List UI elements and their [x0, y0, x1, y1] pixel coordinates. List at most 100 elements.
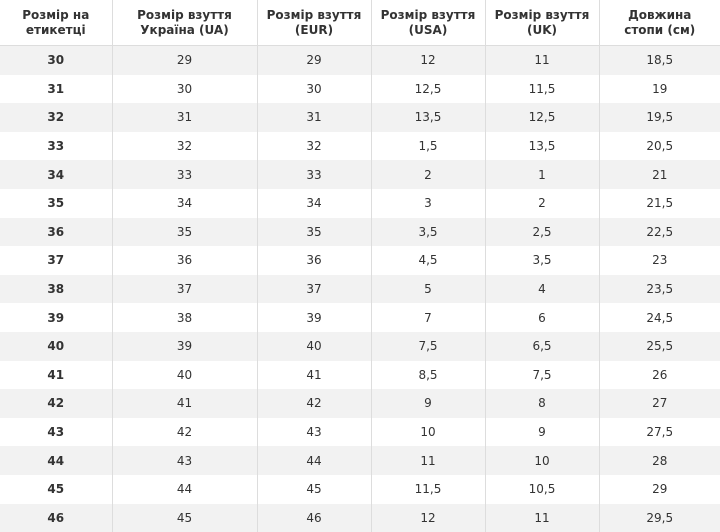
size-cell: 4,5 — [371, 246, 485, 275]
size-cell: 45 — [257, 475, 371, 504]
size-cell: 32 — [112, 132, 257, 161]
size-cell: 46 — [257, 504, 371, 532]
size-cell: 23 — [599, 246, 720, 275]
label-size-cell: 31 — [0, 75, 112, 104]
size-cell: 43 — [112, 446, 257, 475]
size-cell: 34 — [257, 189, 371, 218]
size-cell: 23,5 — [599, 275, 720, 304]
header-cell: Розмір взуття (UK) — [485, 0, 599, 46]
size-cell: 33 — [112, 160, 257, 189]
size-cell: 4 — [485, 275, 599, 304]
label-size-cell: 30 — [0, 46, 112, 75]
size-cell: 40 — [112, 361, 257, 390]
size-cell: 10 — [485, 446, 599, 475]
size-cell: 39 — [257, 303, 371, 332]
size-cell: 24,5 — [599, 303, 720, 332]
size-cell: 3 — [371, 189, 485, 218]
size-cell: 7 — [371, 303, 485, 332]
size-cell: 11,5 — [371, 475, 485, 504]
size-cell: 2 — [371, 160, 485, 189]
size-cell: 39 — [112, 332, 257, 361]
label-size-cell: 40 — [0, 332, 112, 361]
label-size-cell: 45 — [0, 475, 112, 504]
size-cell: 35 — [257, 218, 371, 247]
size-cell: 12,5 — [485, 103, 599, 132]
label-size-cell: 36 — [0, 218, 112, 247]
header-cell: Розмір взуття (USA) — [371, 0, 485, 46]
size-cell: 25,5 — [599, 332, 720, 361]
size-cell: 36 — [257, 246, 371, 275]
size-cell: 6,5 — [485, 332, 599, 361]
header-cell: Довжина стопи (см) — [599, 0, 720, 46]
label-size-cell: 33 — [0, 132, 112, 161]
size-cell: 1 — [485, 160, 599, 189]
size-cell: 5 — [371, 275, 485, 304]
label-size-cell: 35 — [0, 189, 112, 218]
size-cell: 33 — [257, 160, 371, 189]
size-cell: 7,5 — [371, 332, 485, 361]
size-cell: 11,5 — [485, 75, 599, 104]
size-cell: 7,5 — [485, 361, 599, 390]
size-cell: 37 — [257, 275, 371, 304]
size-cell: 37 — [112, 275, 257, 304]
size-cell: 21 — [599, 160, 720, 189]
label-size-cell: 39 — [0, 303, 112, 332]
size-cell: 43 — [257, 418, 371, 447]
size-cell: 29 — [112, 46, 257, 75]
size-cell: 12 — [371, 46, 485, 75]
size-cell: 2 — [485, 189, 599, 218]
label-size-cell: 43 — [0, 418, 112, 447]
label-size-cell: 46 — [0, 504, 112, 532]
size-cell: 44 — [112, 475, 257, 504]
size-cell: 28 — [599, 446, 720, 475]
size-cell: 20,5 — [599, 132, 720, 161]
size-cell: 31 — [257, 103, 371, 132]
label-size-cell: 42 — [0, 389, 112, 418]
header-cell: Розмір на етикетці — [0, 0, 112, 46]
size-cell: 31 — [112, 103, 257, 132]
size-cell: 13,5 — [485, 132, 599, 161]
header-cell: Розмір взуття Україна (UA) — [112, 0, 257, 46]
size-cell: 12,5 — [371, 75, 485, 104]
size-cell: 27 — [599, 389, 720, 418]
header-cell: Розмір взуття (EUR) — [257, 0, 371, 46]
size-cell: 29 — [599, 475, 720, 504]
size-cell: 18,5 — [599, 46, 720, 75]
size-cell: 40 — [257, 332, 371, 361]
label-size-cell: 41 — [0, 361, 112, 390]
size-cell: 11 — [485, 46, 599, 75]
size-cell: 9 — [485, 418, 599, 447]
size-cell: 8 — [485, 389, 599, 418]
size-cell: 22,5 — [599, 218, 720, 247]
size-cell: 19 — [599, 75, 720, 104]
size-cell: 10 — [371, 418, 485, 447]
size-cell: 11 — [485, 504, 599, 532]
size-cell: 30 — [112, 75, 257, 104]
size-cell: 11 — [371, 446, 485, 475]
size-cell: 1,5 — [371, 132, 485, 161]
size-cell: 35 — [112, 218, 257, 247]
size-cell: 30 — [257, 75, 371, 104]
size-cell: 34 — [112, 189, 257, 218]
size-cell: 12 — [371, 504, 485, 532]
size-cell: 42 — [257, 389, 371, 418]
size-cell: 44 — [257, 446, 371, 475]
size-cell: 32 — [257, 132, 371, 161]
size-cell: 13,5 — [371, 103, 485, 132]
size-cell: 45 — [112, 504, 257, 532]
size-cell: 21,5 — [599, 189, 720, 218]
size-cell: 3,5 — [485, 246, 599, 275]
